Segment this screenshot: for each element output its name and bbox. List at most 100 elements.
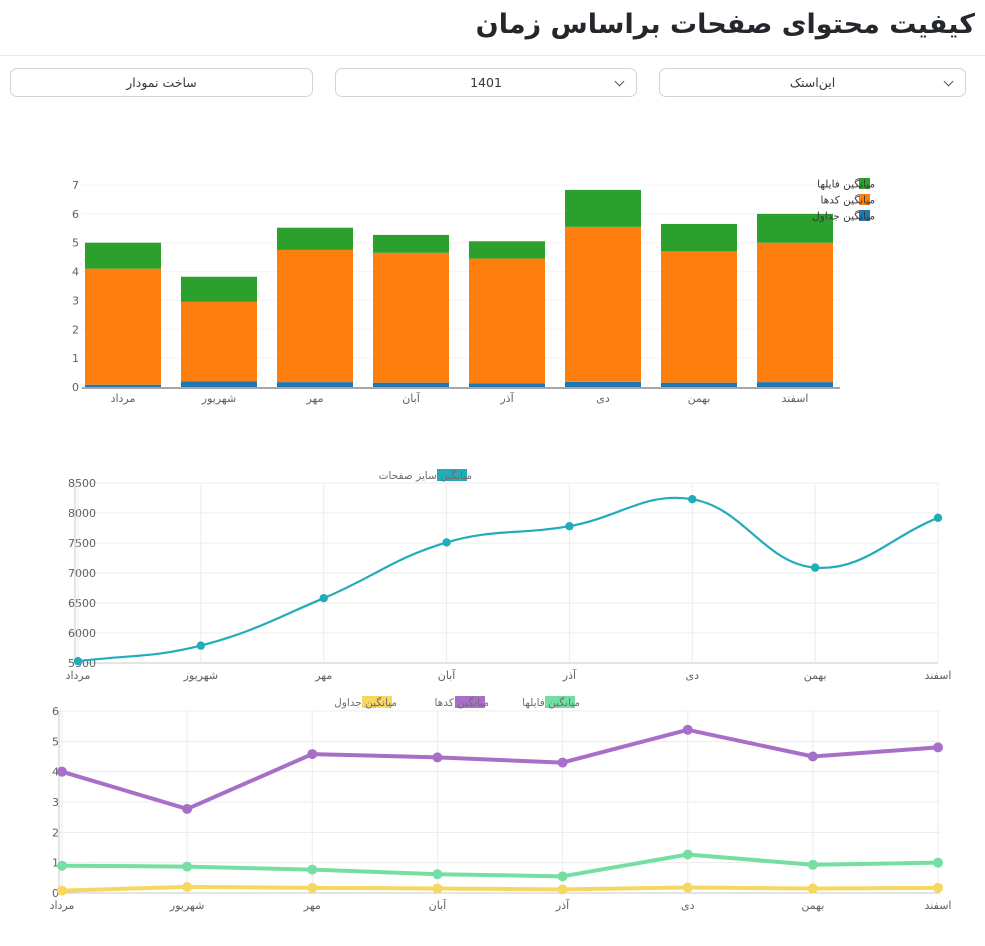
bar-segment <box>373 234 449 253</box>
title-separator <box>0 55 985 56</box>
x-tick-label: اسفند <box>925 899 952 912</box>
legend-label: میانگین کدها <box>435 696 489 709</box>
legend-item[interactable]: میانگین فایلها <box>817 178 875 191</box>
y-tick-label: 8500 <box>68 477 96 490</box>
data-point-marker <box>182 803 193 814</box>
line-series <box>60 727 940 811</box>
x-tick-label: مرداد <box>111 392 136 405</box>
data-point-marker <box>810 563 820 572</box>
data-point-marker <box>57 885 67 896</box>
data-point-marker <box>307 882 318 893</box>
bar-segment <box>757 382 833 387</box>
data-point-marker <box>688 495 697 504</box>
data-point-marker <box>557 884 568 895</box>
y-tick-label: 1 <box>52 857 59 870</box>
bar-segment <box>277 227 353 250</box>
data-point-marker <box>182 861 193 872</box>
legend-swatch <box>455 696 485 708</box>
legend-swatch <box>362 696 392 708</box>
y-tick-label: 6 <box>52 705 59 718</box>
y-tick-label: 7000 <box>68 567 96 580</box>
bar-segment <box>373 252 449 383</box>
year-select-wrap: 1401 <box>335 68 637 97</box>
data-point-marker <box>933 742 943 753</box>
x-tick-label: اسفند <box>925 669 952 682</box>
x-tick-label: مرداد <box>50 899 75 912</box>
data-point-marker <box>933 857 943 868</box>
y-tick-label: 0 <box>52 887 59 900</box>
x-tick-label: آذر <box>499 391 514 405</box>
data-point-marker <box>307 864 318 875</box>
data-point-marker <box>196 641 206 650</box>
legend-item[interactable]: میانگین سایز صفحات <box>379 469 472 482</box>
legend-label: میانگین فایلها <box>817 178 875 191</box>
bar-segment <box>181 381 257 387</box>
x-tick-label: آبان <box>429 898 447 912</box>
x-tick-label: بهمن <box>804 669 827 682</box>
data-point-marker <box>682 849 693 860</box>
bar-segment <box>661 223 737 252</box>
x-tick-label: مهر <box>303 899 321 912</box>
y-tick-label: 1 <box>72 352 79 365</box>
bar-segment <box>373 382 449 387</box>
legend-item[interactable]: میانگین جداول <box>334 696 397 709</box>
bar-segment <box>277 249 353 383</box>
legend-swatch <box>859 178 870 189</box>
bar-segment <box>85 268 161 385</box>
legend-item[interactable]: میانگین کدها <box>821 194 875 207</box>
bar-segment <box>85 242 161 269</box>
legend-item[interactable]: میانگین جداول <box>812 210 875 223</box>
x-tick-label: مهر <box>305 392 323 405</box>
bar-segment <box>469 258 545 384</box>
x-tick-label: مرداد <box>66 669 91 682</box>
y-tick-label: 2 <box>52 826 59 839</box>
y-tick-label: 4 <box>52 766 59 779</box>
x-tick-label: بهمن <box>688 392 711 405</box>
x-tick-label: دی <box>681 899 695 912</box>
y-tick-label: 3 <box>52 796 59 809</box>
x-tick-label: بهمن <box>801 899 824 912</box>
legend-item[interactable]: میانگین کدها <box>435 696 489 709</box>
x-tick-label: آبان <box>438 668 456 682</box>
y-tick-label: 8000 <box>68 507 96 520</box>
bar-segment <box>181 301 257 382</box>
data-point-marker <box>557 757 568 768</box>
bar-segment <box>661 251 737 383</box>
line-series <box>60 852 940 879</box>
bar-segment <box>757 213 833 243</box>
x-tick-label: اسفند <box>782 392 809 405</box>
data-point-marker <box>432 869 443 880</box>
data-point-marker <box>182 881 193 892</box>
legend-label: میانگین سایز صفحات <box>379 469 472 482</box>
data-point-marker <box>682 882 693 893</box>
data-point-marker <box>319 594 328 603</box>
create-chart-button[interactable]: ساخت نمودار <box>10 68 313 97</box>
source-select[interactable]: این‌استک <box>659 68 966 97</box>
legend-swatch <box>859 194 870 205</box>
y-tick-label: 7 <box>72 179 79 192</box>
bar-segment <box>469 383 545 387</box>
y-tick-label: 5 <box>72 237 79 250</box>
x-tick-label: آذر <box>555 898 570 912</box>
data-point-marker <box>933 513 943 522</box>
legend-label: میانگین جداول <box>334 696 397 709</box>
y-tick-label: 7500 <box>68 537 96 550</box>
bar-segment <box>757 242 833 383</box>
data-point-marker <box>57 860 67 871</box>
legend-swatch <box>437 469 467 481</box>
legend-item[interactable]: میانگین فایلها <box>522 696 580 709</box>
data-point-marker <box>73 657 83 666</box>
year-select[interactable]: 1401 <box>335 68 637 97</box>
line-series <box>60 884 940 893</box>
bar-segment <box>85 384 161 387</box>
bar-segment <box>469 241 545 259</box>
data-point-marker <box>442 538 451 547</box>
y-tick-label: 2 <box>72 323 79 336</box>
data-point-marker <box>682 724 693 735</box>
x-tick-label: شهریور <box>201 392 236 405</box>
bar-segment <box>181 276 257 302</box>
data-point-marker <box>565 522 574 531</box>
data-point-marker <box>807 859 818 870</box>
